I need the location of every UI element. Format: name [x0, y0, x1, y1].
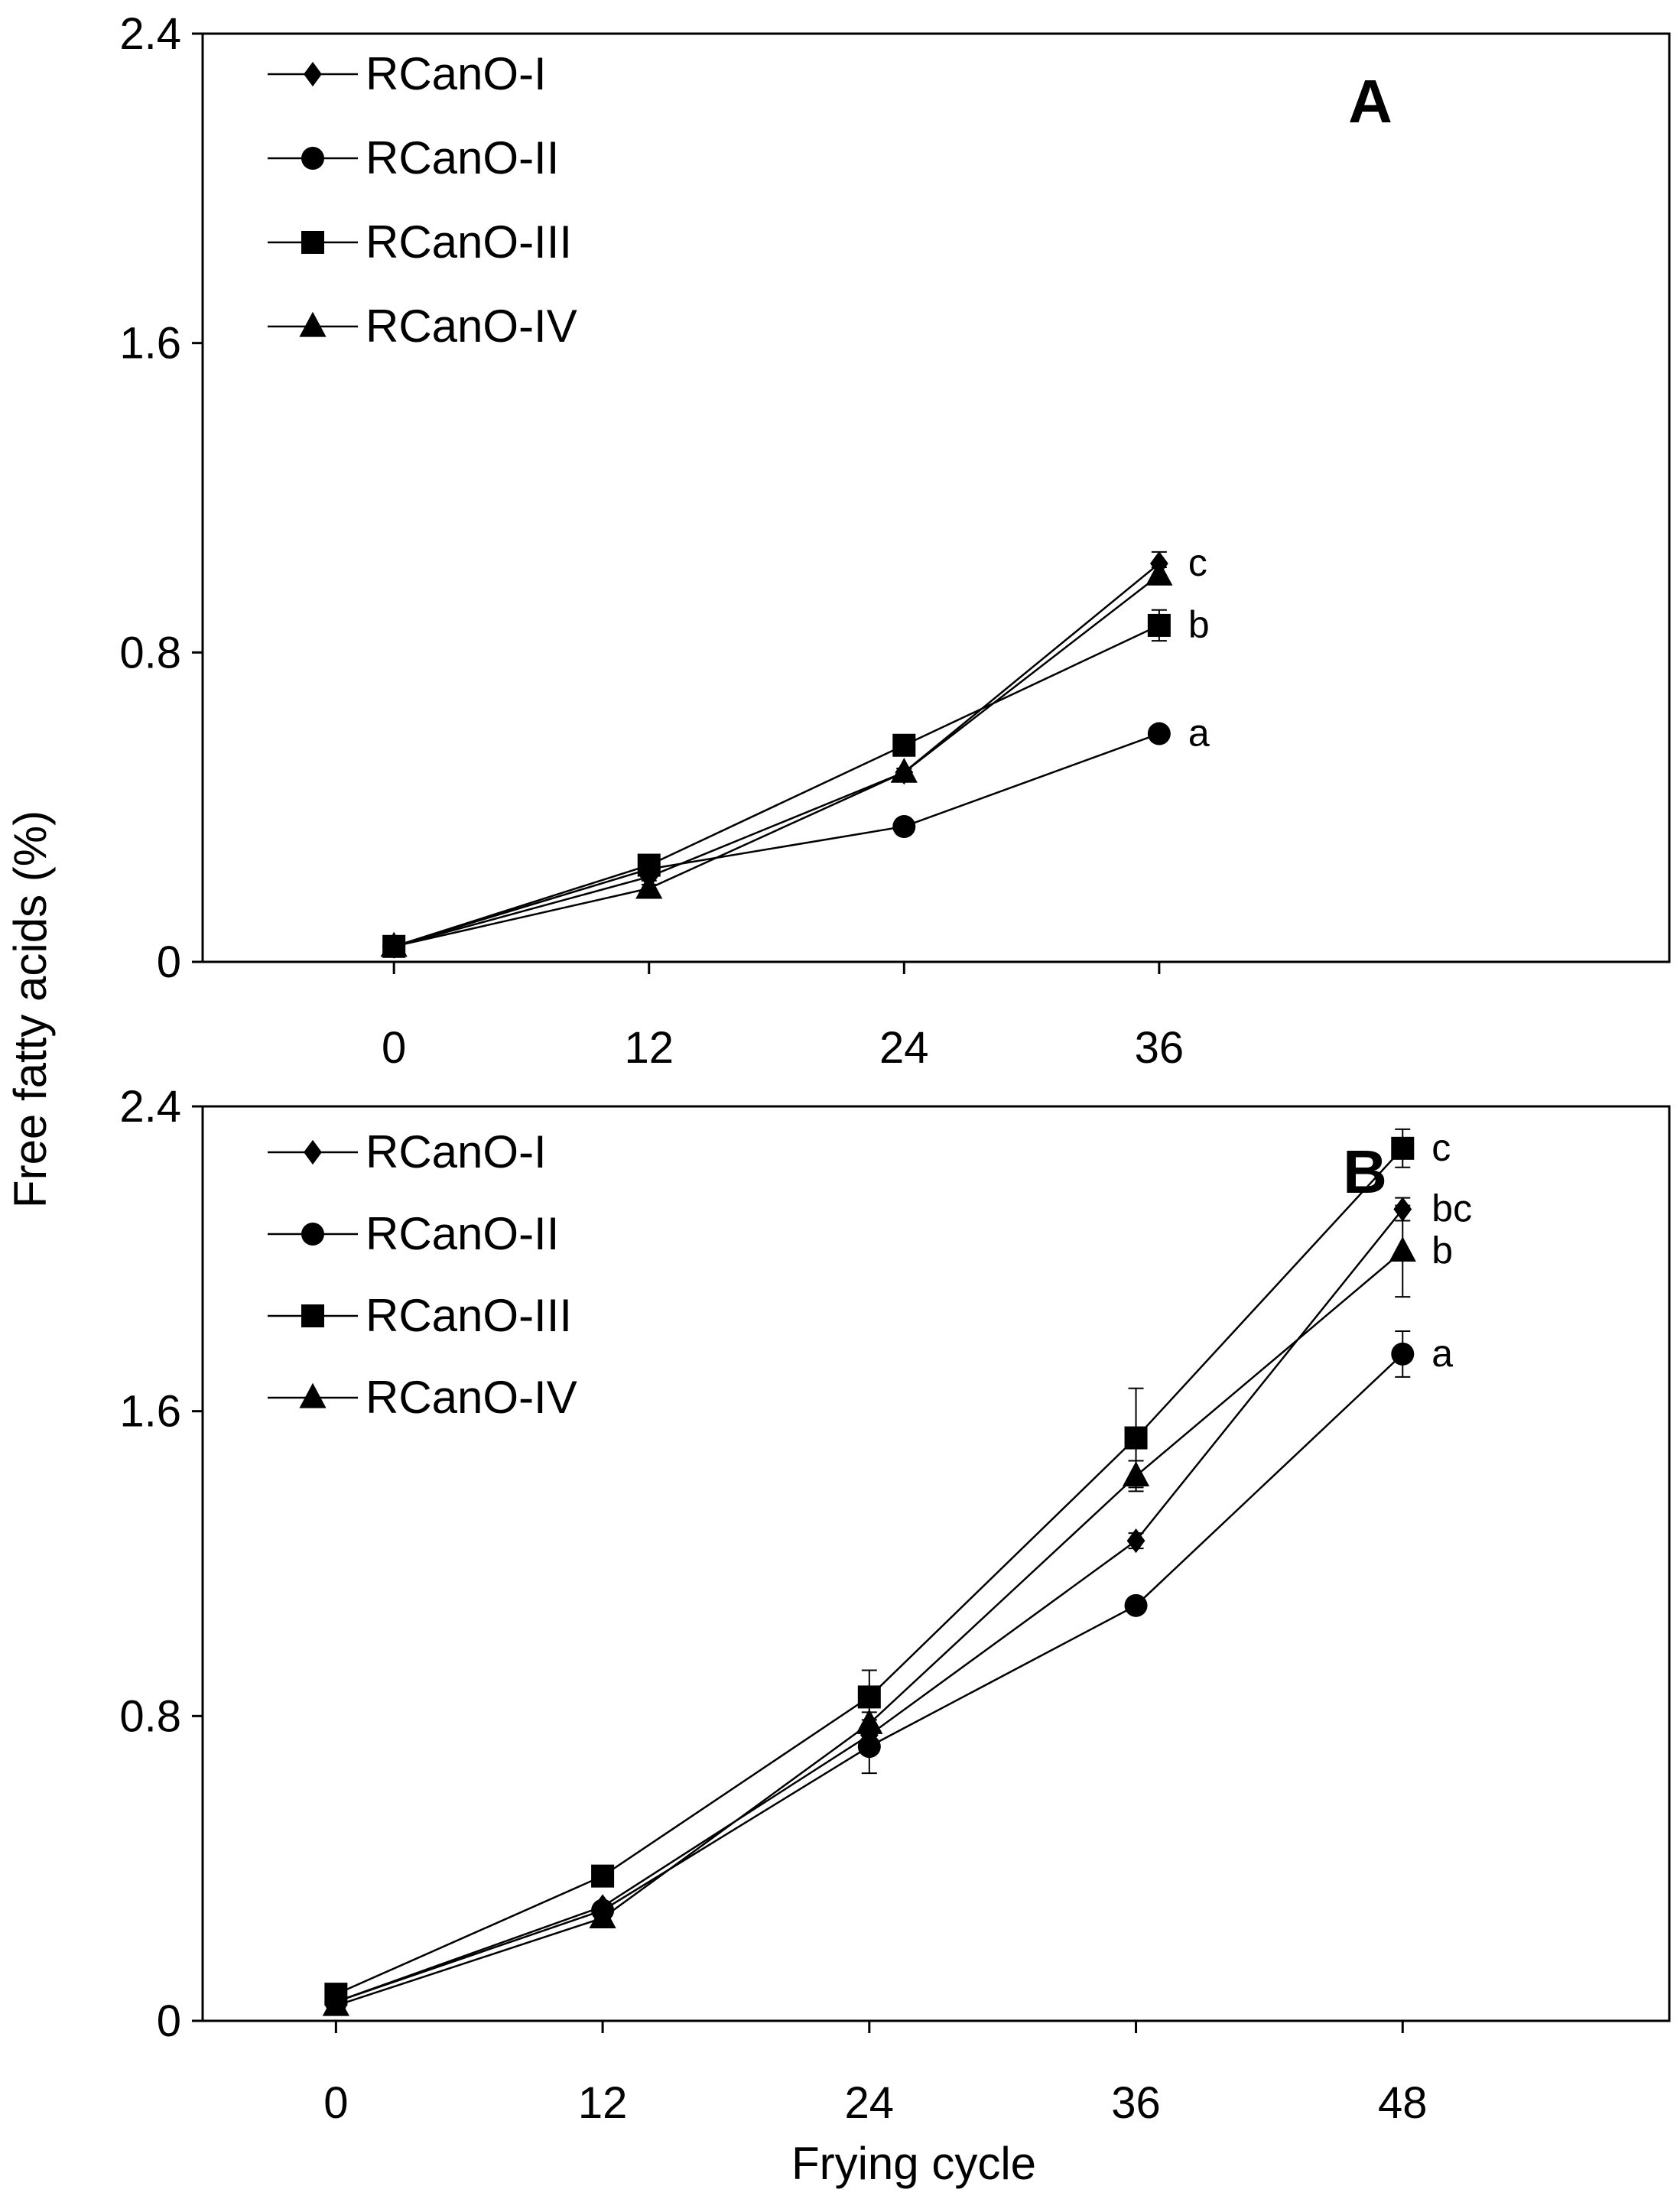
data-point — [591, 1864, 615, 1888]
legend-marker — [301, 1223, 324, 1246]
series-line — [393, 574, 1160, 947]
legend-label: RCanO-III — [366, 216, 572, 268]
significance-letter: bc — [1431, 1187, 1472, 1230]
legend-label: RCanO-II — [366, 132, 559, 184]
legend-marker — [299, 1382, 327, 1408]
data-point — [589, 1903, 616, 1929]
data-point — [1126, 1528, 1145, 1554]
chart-panel-a: A 0 0.8 1.6 2.4 0 12 24 36 c RCanO-I a RCanO-II b RCa… — [119, 9, 1671, 1073]
y-tick-label: 0.8 — [119, 1691, 181, 1741]
data-point — [1124, 1593, 1148, 1617]
x-tick-label: 24 — [845, 2078, 895, 2128]
legend-label: RCanO-I — [366, 1126, 547, 1177]
data-point — [380, 931, 408, 957]
significance-letter: a — [1431, 1332, 1453, 1375]
data-point — [635, 873, 663, 899]
data-point — [1147, 722, 1171, 745]
y-tick-label: 1.6 — [119, 1387, 181, 1437]
y-tick-label: 0 — [157, 1996, 181, 2046]
panel-a-label: A — [1348, 67, 1392, 135]
x-tick-label: 24 — [879, 1023, 929, 1073]
legend-label: RCanO-III — [366, 1290, 572, 1341]
data-point — [892, 733, 916, 757]
legend-marker — [304, 1139, 322, 1165]
significance-letter: a — [1188, 712, 1210, 755]
data-point — [856, 1709, 883, 1734]
y-axis-title: Free fatty acids (%) — [5, 810, 56, 1208]
series-rcano-iii: b — [382, 603, 1210, 958]
data-point — [1145, 560, 1173, 586]
data-point — [892, 814, 916, 838]
series-rcano-iv — [380, 560, 1173, 957]
y-tick-label: 2.4 — [119, 9, 181, 59]
x-tick-label: 0 — [323, 2078, 348, 2128]
significance-letter: b — [1188, 603, 1210, 646]
series-line — [335, 1147, 1404, 1996]
legend-label: RCanO-IV — [366, 1372, 577, 1423]
legend-marker — [301, 147, 324, 170]
series-rcano-i: c — [385, 541, 1207, 959]
legend-marker — [301, 231, 324, 254]
data-point — [1389, 1236, 1416, 1262]
x-axis-title: Frying cycle — [791, 2138, 1036, 2189]
series-rcano-iii: c — [324, 1126, 1451, 2006]
x-tick-label: 0 — [382, 1023, 406, 1073]
data-point — [857, 1735, 881, 1759]
data-point — [857, 1685, 881, 1709]
x-tick-label: 48 — [1378, 2078, 1428, 2128]
legend-label: RCanO-II — [366, 1208, 559, 1259]
series-line — [393, 624, 1160, 947]
data-point — [1391, 1342, 1415, 1366]
data-point — [1147, 613, 1171, 637]
series-rcano-ii: a — [324, 1330, 1453, 2014]
data-point — [890, 757, 918, 783]
y-tick-label: 2.4 — [119, 1082, 181, 1132]
plot-frame — [201, 1105, 1671, 2022]
significance-letter: b — [1431, 1229, 1453, 1272]
significance-letter: c — [1431, 1126, 1451, 1169]
chart-panel-b: B 0 0.8 1.6 2.4 0 12 24 36 48 bc RCanO-I a RCanO-II c… — [119, 1082, 1671, 2128]
data-point — [637, 853, 661, 877]
data-point — [322, 1990, 349, 2016]
y-tick-label: 1.6 — [119, 319, 181, 369]
series-line — [393, 732, 1160, 947]
legend-marker — [304, 61, 322, 87]
x-tick-label: 36 — [1135, 1023, 1184, 1073]
x-tick-label: 12 — [624, 1023, 674, 1073]
y-tick-label: 0 — [157, 937, 181, 987]
panel-b-label: B — [1343, 1138, 1387, 1206]
x-tick-label: 12 — [578, 2078, 628, 2128]
legend-label: RCanO-IV — [366, 300, 577, 352]
data-point — [1124, 1426, 1148, 1450]
y-tick-label: 0.8 — [119, 628, 181, 677]
x-tick-label: 36 — [1111, 2078, 1161, 2128]
legend-label: RCanO-I — [366, 48, 547, 99]
data-point — [1122, 1461, 1150, 1486]
plot-frame — [201, 32, 1671, 963]
legend-marker — [301, 1304, 324, 1327]
data-point — [1391, 1136, 1415, 1160]
series-rcano-ii: a — [382, 712, 1210, 958]
series-rcano-iv: b — [322, 1204, 1453, 2016]
legend-marker — [299, 311, 327, 337]
significance-letter: c — [1188, 541, 1207, 584]
series-line — [393, 563, 1160, 947]
series-line — [335, 1250, 1404, 2007]
